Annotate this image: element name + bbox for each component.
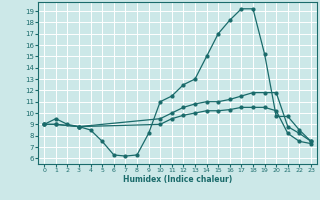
X-axis label: Humidex (Indice chaleur): Humidex (Indice chaleur) (123, 175, 232, 184)
